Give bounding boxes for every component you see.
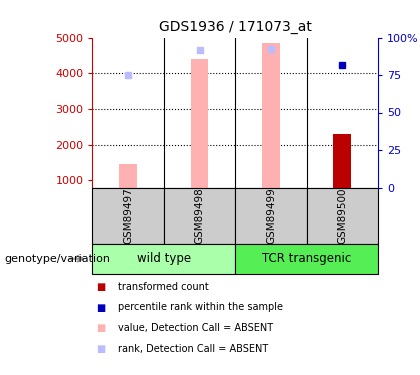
Text: GSM89500: GSM89500 [337,188,347,244]
Text: ■: ■ [96,344,105,354]
Bar [333,134,351,188]
Text: wild type: wild type [137,252,191,265]
Text: TCR transgenic: TCR transgenic [262,252,351,265]
Bar [262,43,280,188]
Text: GSM89497: GSM89497 [123,187,133,244]
Bar [92,244,235,274]
Bar [235,188,307,244]
Text: ■: ■ [96,303,105,312]
Text: rank, Detection Call = ABSENT: rank, Detection Call = ABSENT [118,344,268,354]
Bar [164,188,235,244]
Bar [307,188,378,244]
Bar [191,59,208,188]
Title: GDS1936 / 171073_at: GDS1936 / 171073_at [159,20,312,34]
Text: value, Detection Call = ABSENT: value, Detection Call = ABSENT [118,323,273,333]
Text: GSM89498: GSM89498 [194,187,205,244]
Bar [235,244,378,274]
Text: genotype/variation: genotype/variation [4,254,110,264]
Text: ■: ■ [96,282,105,292]
Text: GSM89499: GSM89499 [266,187,276,244]
Text: ■: ■ [96,323,105,333]
Bar [92,188,164,244]
Bar [119,164,137,188]
Text: transformed count: transformed count [118,282,208,292]
Text: percentile rank within the sample: percentile rank within the sample [118,303,283,312]
